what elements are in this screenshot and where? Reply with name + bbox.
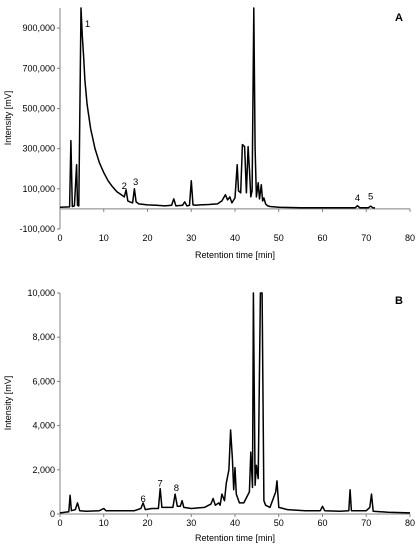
x-tick-label: 10 <box>99 233 109 243</box>
y-tick-label: 100,000 <box>22 184 55 194</box>
x-tick-label: 60 <box>317 518 327 528</box>
x-tick-labels-b: 0 10 20 30 40 50 60 70 80 <box>57 514 415 528</box>
y-axis-title-a: Intensity [mV] <box>3 91 13 146</box>
peak-label: 8 <box>174 483 179 494</box>
y-tick-label: 8,000 <box>32 332 55 342</box>
x-tick-label: 80 <box>405 233 415 243</box>
y-tick-labels-a: -100,000 100,000 300,000 500,000 700,000 900,… <box>19 23 60 234</box>
y-tick-label: 500,000 <box>22 103 55 113</box>
x-tick-label: 80 <box>405 518 415 528</box>
x-axis-title-a: Retention time [min] <box>195 250 275 260</box>
x-tick-label: 0 <box>57 233 62 243</box>
x-tick-label: 40 <box>230 518 240 528</box>
y-tick-label: 300,000 <box>22 144 55 154</box>
chart-panel-b: B 0 2,000 4,000 6,000 8,000 10,000 0 10 20 30 40 5… <box>3 288 415 543</box>
peak-label: 7 <box>158 478 163 489</box>
peak-label: 1 <box>85 19 90 30</box>
x-tick-label: 70 <box>361 233 371 243</box>
x-axis-title-b: Retention time [min] <box>195 533 275 543</box>
panel-label-b: B <box>395 295 403 307</box>
x-tick-label: 10 <box>99 518 109 528</box>
peak-label: 3 <box>133 177 138 188</box>
x-tick-label: 60 <box>317 233 327 243</box>
x-tick-label: 50 <box>274 518 284 528</box>
series-group-b <box>59 292 411 514</box>
x-tick-label: 30 <box>186 233 196 243</box>
y-tick-label: 0 <box>50 509 55 519</box>
y-tick-label: 2,000 <box>32 465 55 475</box>
y-tick-labels-b: 0 2,000 4,000 6,000 8,000 10,000 <box>27 288 60 519</box>
peak-label: 5 <box>368 191 373 202</box>
axis-lines-a <box>59 8 410 229</box>
series-group-a <box>59 7 376 209</box>
x-tick-label: 50 <box>274 233 284 243</box>
x-tick-label: 20 <box>142 518 152 528</box>
x-tick-label: 40 <box>230 233 240 243</box>
y-tick-label: 6,000 <box>32 376 55 386</box>
axis-lines-b <box>59 293 410 515</box>
y-tick-label: 10,000 <box>27 288 55 298</box>
y-tick-label: 900,000 <box>22 23 55 33</box>
peak-labels-b: 6 7 8 <box>140 478 179 504</box>
y-tick-label: 700,000 <box>22 63 55 73</box>
peak-label: 6 <box>140 494 145 505</box>
chart-panel-a: A -100,000 100,000 300,000 500,000 700,000 90… <box>3 7 415 260</box>
peak-labels-a: 1 2 3 4 5 <box>85 19 373 204</box>
x-tick-labels-a: 0 10 20 30 40 50 60 70 80 <box>57 208 415 243</box>
x-tick-label: 0 <box>57 518 62 528</box>
peak-label: 4 <box>355 193 360 204</box>
y-tick-label: -100,000 <box>19 224 55 234</box>
series-line-b <box>59 292 411 514</box>
peak-label: 2 <box>122 181 127 192</box>
panel-label-a: A <box>395 12 403 24</box>
x-tick-label: 20 <box>142 233 152 243</box>
x-tick-label: 70 <box>361 518 371 528</box>
y-axis-title-b: Intensity [mV] <box>3 376 13 431</box>
series-line-a <box>59 7 376 209</box>
y-tick-label: 4,000 <box>32 421 55 431</box>
x-tick-label: 30 <box>186 518 196 528</box>
